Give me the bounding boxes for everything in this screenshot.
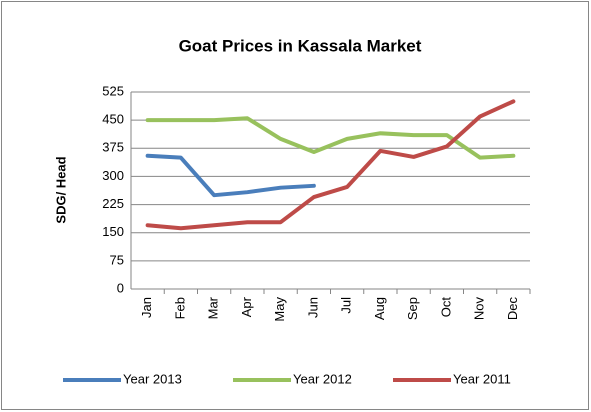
x-tick-label: Jul xyxy=(339,297,354,314)
y-tick-label: 525 xyxy=(102,83,124,98)
x-tick-label: Mar xyxy=(206,296,221,319)
y-tick-label: 150 xyxy=(102,224,124,239)
y-tick-label: 450 xyxy=(102,112,124,127)
x-tick-label: Jan xyxy=(139,297,154,318)
legend-label: Year 2011 xyxy=(453,371,511,386)
y-tick-label: 375 xyxy=(102,140,124,155)
x-tick-label: Feb xyxy=(172,297,187,319)
y-axis-label: SDG/ Head xyxy=(53,156,68,223)
x-tick-label: Sep xyxy=(405,297,420,320)
line-series xyxy=(145,153,316,198)
legend-label: Year 2012 xyxy=(293,371,352,386)
x-tick-label: Nov xyxy=(472,297,487,321)
x-tick-label: Jun xyxy=(305,297,320,318)
legend-label: Year 2013 xyxy=(123,371,182,386)
y-tick-label: 0 xyxy=(117,280,124,295)
y-tick-label: 300 xyxy=(102,168,124,183)
x-tick-label: Dec xyxy=(505,297,520,321)
y-tick-label: 225 xyxy=(102,196,124,211)
x-tick-label: May xyxy=(272,297,287,322)
x-tick-label: Aug xyxy=(372,297,387,320)
x-tick-label: Apr xyxy=(239,296,254,317)
chart-title: Goat Prices in Kassala Market xyxy=(179,36,422,55)
x-tick-label: Oct xyxy=(438,297,453,318)
y-tick-label: 75 xyxy=(110,252,124,267)
line-series xyxy=(145,99,516,231)
